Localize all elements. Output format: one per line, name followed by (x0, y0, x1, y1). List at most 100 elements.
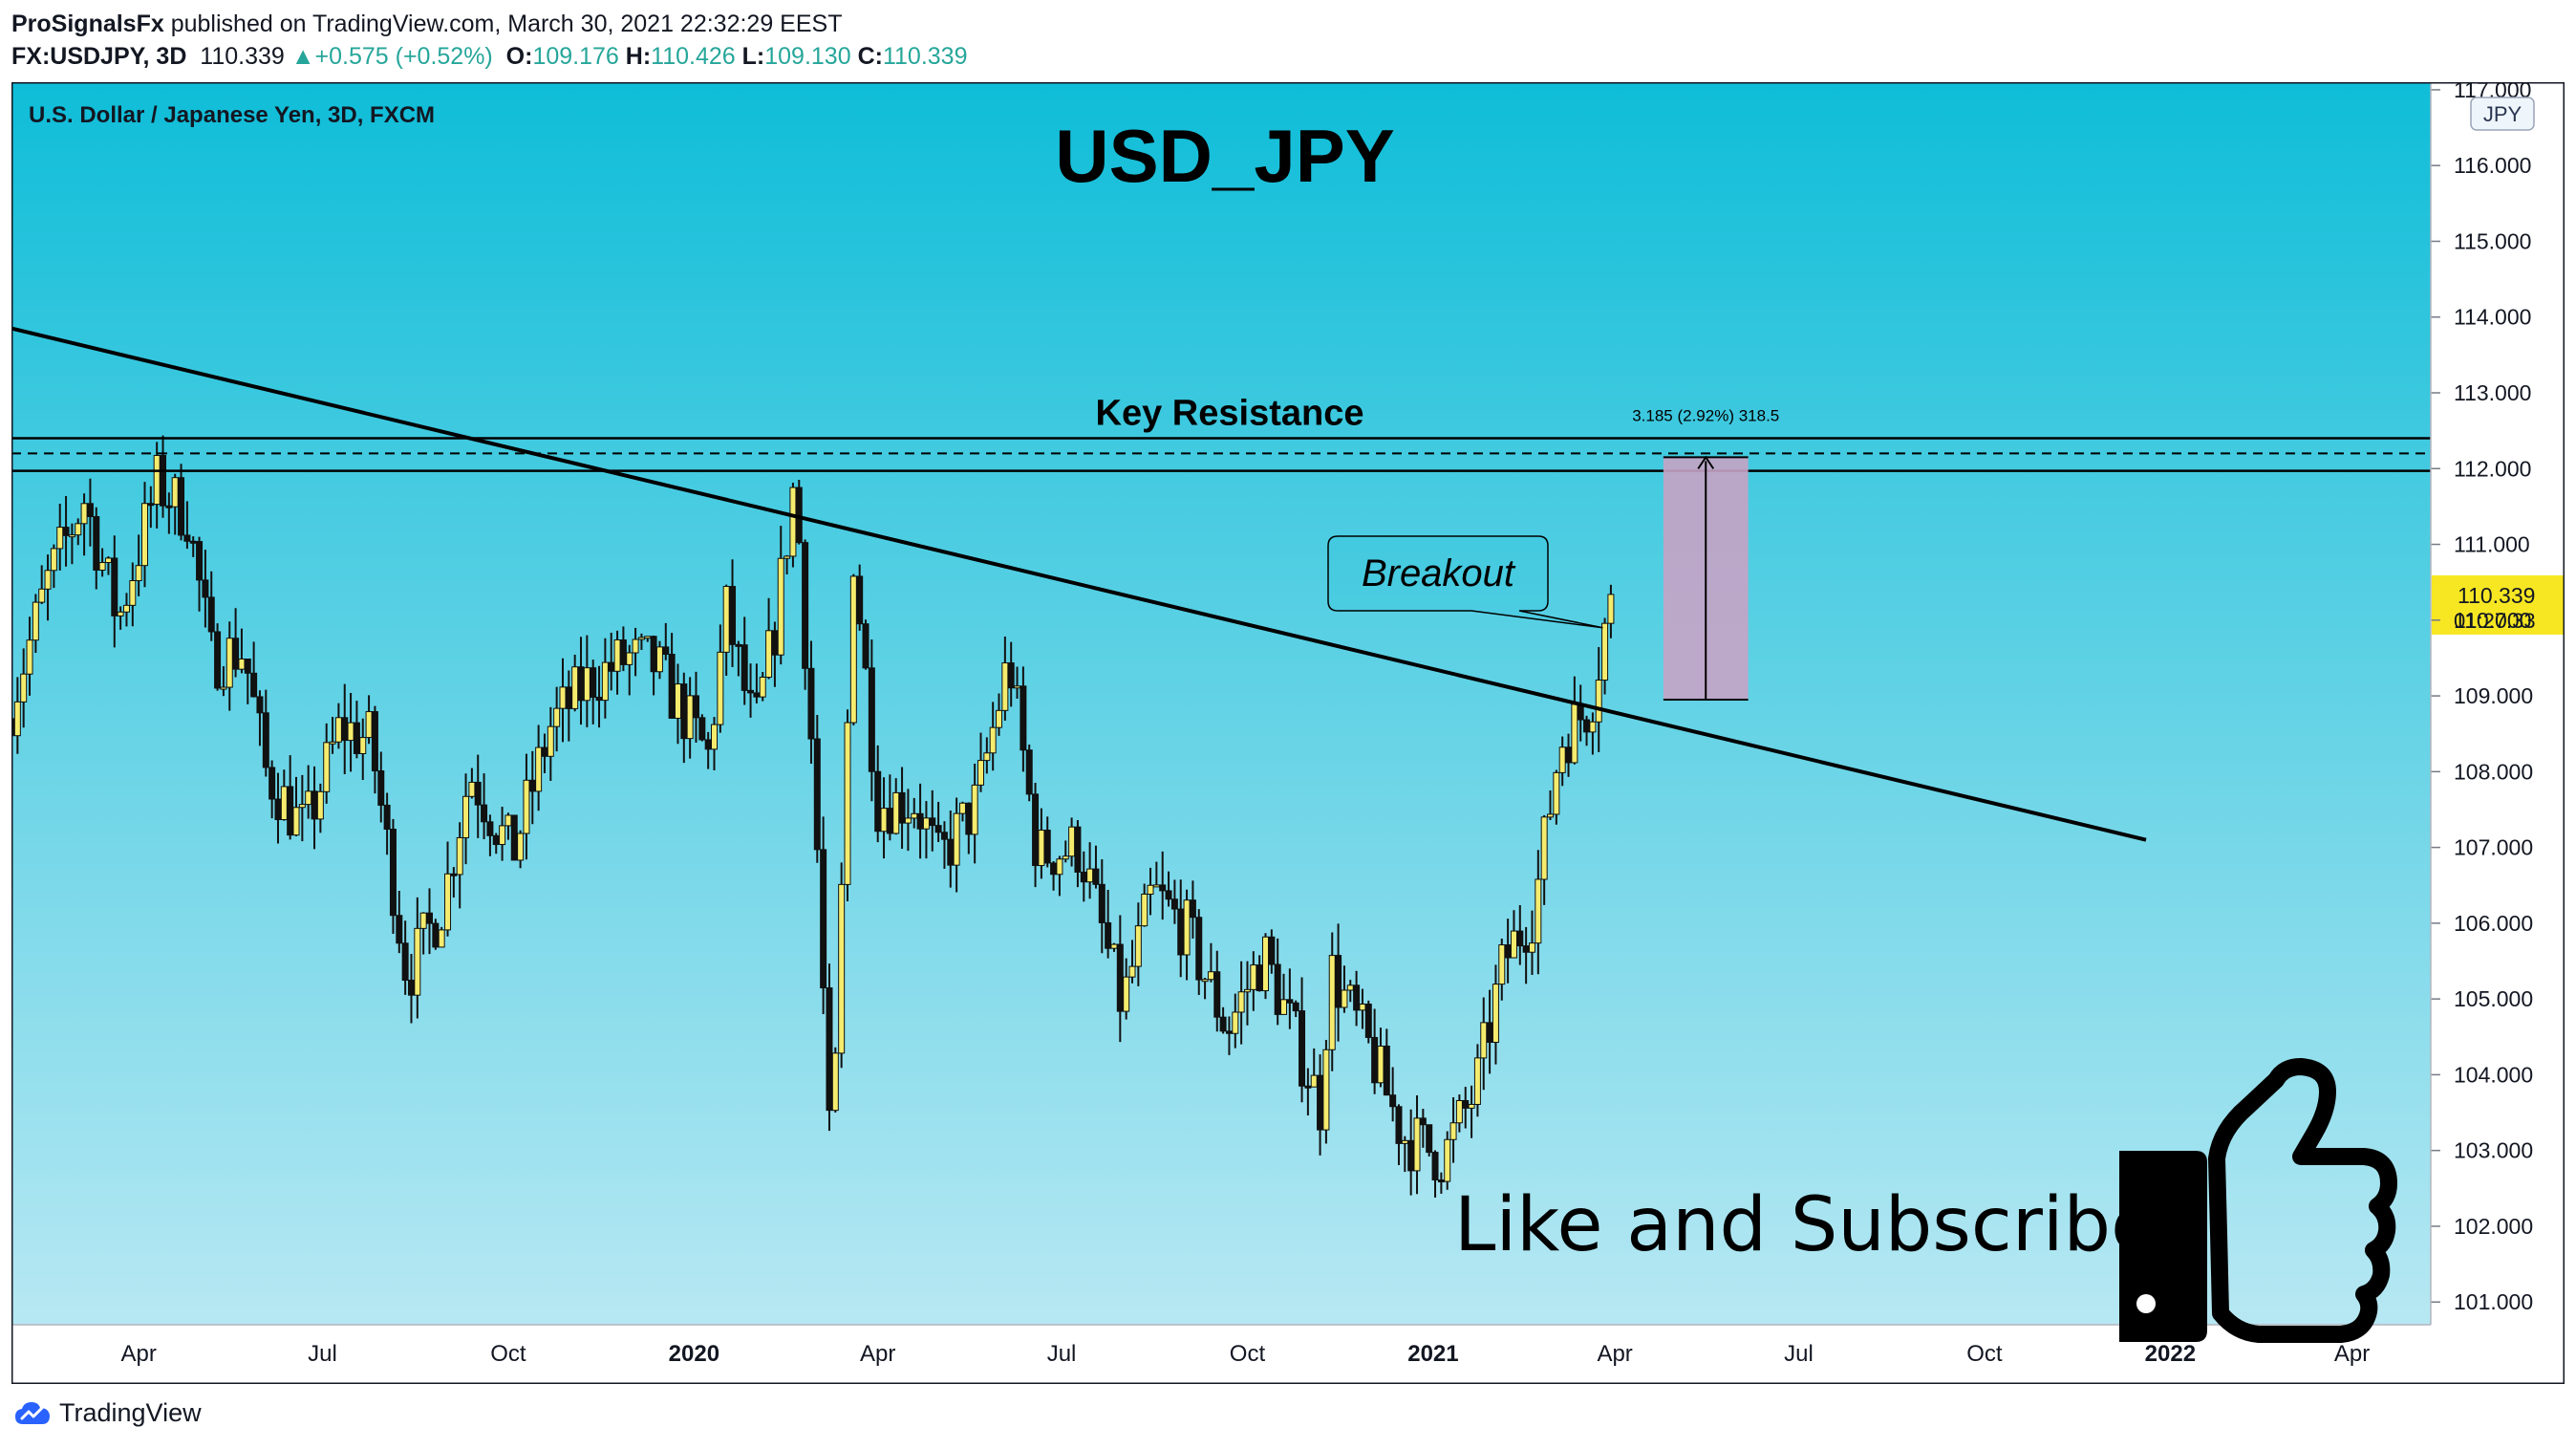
candle-up (789, 487, 797, 557)
candles (11, 435, 1615, 1198)
tradingview-logo-icon[interactable] (13, 1399, 52, 1428)
candle-up (1346, 984, 1354, 991)
currency-badge[interactable]: JPY (2470, 97, 2535, 131)
resistance-label: Key Resistance (1096, 394, 1364, 434)
candle-up (1359, 1004, 1366, 1011)
candle-up (1553, 771, 1560, 815)
plot-background[interactable] (11, 82, 2431, 1325)
candle-up (32, 601, 39, 641)
candle-up (1261, 936, 1269, 992)
time-tick-label: Apr (860, 1341, 895, 1367)
candle-up (365, 711, 373, 739)
candle-up (329, 741, 336, 745)
chart-svg[interactable]: Key Resistance 3.185 (2.92%) 318.5 Breakou… (11, 82, 2565, 1384)
tradingview-footer[interactable]: TradingView (13, 1398, 202, 1428)
chart-frame[interactable]: Key Resistance 3.185 (2.92%) 318.5 Breakou… (11, 82, 2565, 1384)
candle-up (1480, 1022, 1488, 1059)
candle-down (214, 631, 222, 689)
candle-up (1401, 1139, 1408, 1144)
candle-down (1504, 944, 1512, 959)
candle-down (287, 786, 294, 836)
axes: 101.000 102.000 103.000 104.000 105.000 106.0… (120, 82, 2533, 1367)
candle-down (1407, 1139, 1415, 1172)
candle-down (1105, 921, 1112, 949)
candle-up (831, 1052, 839, 1112)
candle-up (759, 677, 766, 698)
candle-down (1292, 1002, 1299, 1012)
author-name[interactable]: ProSignalsFx (11, 11, 164, 37)
candle-up (140, 503, 148, 567)
candle-down (826, 987, 833, 1112)
candle-down (244, 659, 251, 674)
candle-up (655, 646, 663, 673)
candle-down (608, 661, 615, 672)
candle-up (468, 781, 476, 797)
projection-label: 3.185 (2.92%) 318.5 (1632, 407, 1779, 425)
time-tick-label: Oct (1230, 1341, 1266, 1367)
candle-up (983, 752, 991, 762)
candle-up (953, 812, 960, 866)
breakout-callout (1327, 535, 1603, 629)
time-tick-label: Oct (1966, 1341, 2003, 1367)
candle-down (311, 790, 318, 820)
candle-up (1510, 930, 1517, 959)
candle-up (1086, 868, 1094, 883)
candle-down (1116, 943, 1124, 1012)
candle-up (777, 557, 784, 656)
candle-down (262, 712, 269, 768)
candle-up (517, 833, 525, 861)
candle-down (1177, 908, 1185, 956)
candle-down (747, 689, 755, 694)
candle-up (238, 659, 246, 670)
candle-down (86, 503, 94, 517)
candle-up (1601, 622, 1609, 681)
candle-down (868, 667, 875, 772)
candle-up (911, 812, 918, 819)
candle-up (1473, 1057, 1481, 1105)
candle-up (135, 565, 142, 582)
candle-up (838, 883, 846, 1054)
high-label: H: (625, 43, 652, 70)
candle-up (122, 604, 130, 613)
candle-down (62, 527, 70, 536)
time-scale-background[interactable] (11, 1325, 2431, 1384)
candle-up (1056, 858, 1063, 876)
candle-up (559, 686, 567, 709)
candle-up (971, 784, 978, 835)
candle-down (595, 696, 603, 702)
candle-down (183, 534, 191, 542)
candle-down (1419, 1117, 1427, 1126)
candle-down (202, 579, 209, 598)
price-tick-label: 114.000 (2454, 305, 2531, 330)
candle-up (1547, 813, 1555, 818)
candle-down (189, 540, 197, 544)
price-scale-background[interactable] (2431, 82, 2565, 1325)
time-tick-label: 2020 (669, 1341, 719, 1367)
candle-down (1353, 984, 1361, 1011)
currency-badge-box[interactable] (2470, 97, 2535, 131)
time-tick-label: Jul (1784, 1341, 1814, 1367)
candle-up (298, 804, 306, 809)
candle-up (977, 760, 984, 786)
price-tick-label: 115.000 (2454, 228, 2531, 253)
candle-down (565, 686, 572, 709)
candle-down (1565, 746, 1573, 764)
candle-down (256, 696, 264, 714)
candle-down (1274, 963, 1281, 1015)
candle-down (1383, 1045, 1390, 1096)
time-tick-label: Jul (308, 1341, 337, 1367)
candle-up (1377, 1045, 1385, 1084)
candle-down (250, 672, 258, 698)
candle-up (1528, 942, 1535, 953)
candle-up (844, 722, 851, 885)
candle-up (438, 929, 445, 948)
candle-up (1250, 964, 1257, 990)
time-tick-label: Oct (490, 1341, 526, 1367)
candle-down (1268, 936, 1276, 965)
candle-down (1098, 883, 1106, 923)
candle-down (432, 922, 440, 948)
candle-down (916, 812, 924, 830)
open-value: 109.176 (532, 43, 619, 70)
candle-up (68, 534, 75, 538)
candle-down (1050, 862, 1058, 876)
